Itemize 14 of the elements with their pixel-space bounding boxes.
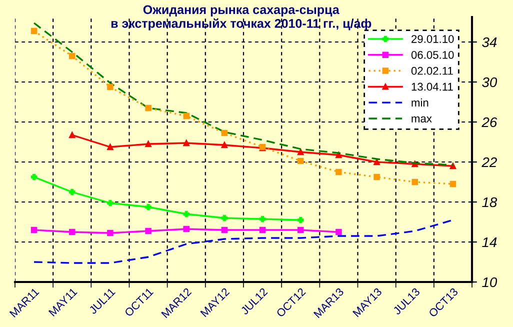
y-tick-label: 30 (482, 77, 498, 88)
chart-title: Ожидания рынка сахара-сырца в экстремальныйх точках 2010-11 гг., ц/аф (111, 5, 372, 30)
legend-label: 13.04.11 (412, 82, 453, 91)
legend-label: 06.05.10 (411, 50, 454, 59)
y-tick-label: 26 (482, 117, 498, 128)
y-tick-label: 14 (482, 237, 497, 248)
y-tick-label: 18 (482, 197, 498, 208)
y-tick-label: 34 (482, 37, 497, 48)
legend-label: 02.02.11 (411, 66, 453, 75)
legend-label: min (412, 98, 428, 106)
legend-label: max (412, 116, 432, 123)
y-tick-label: 22 (482, 157, 497, 168)
legend-label: 29.01.10 (412, 35, 454, 43)
y-tick-label: 10 (482, 277, 498, 288)
